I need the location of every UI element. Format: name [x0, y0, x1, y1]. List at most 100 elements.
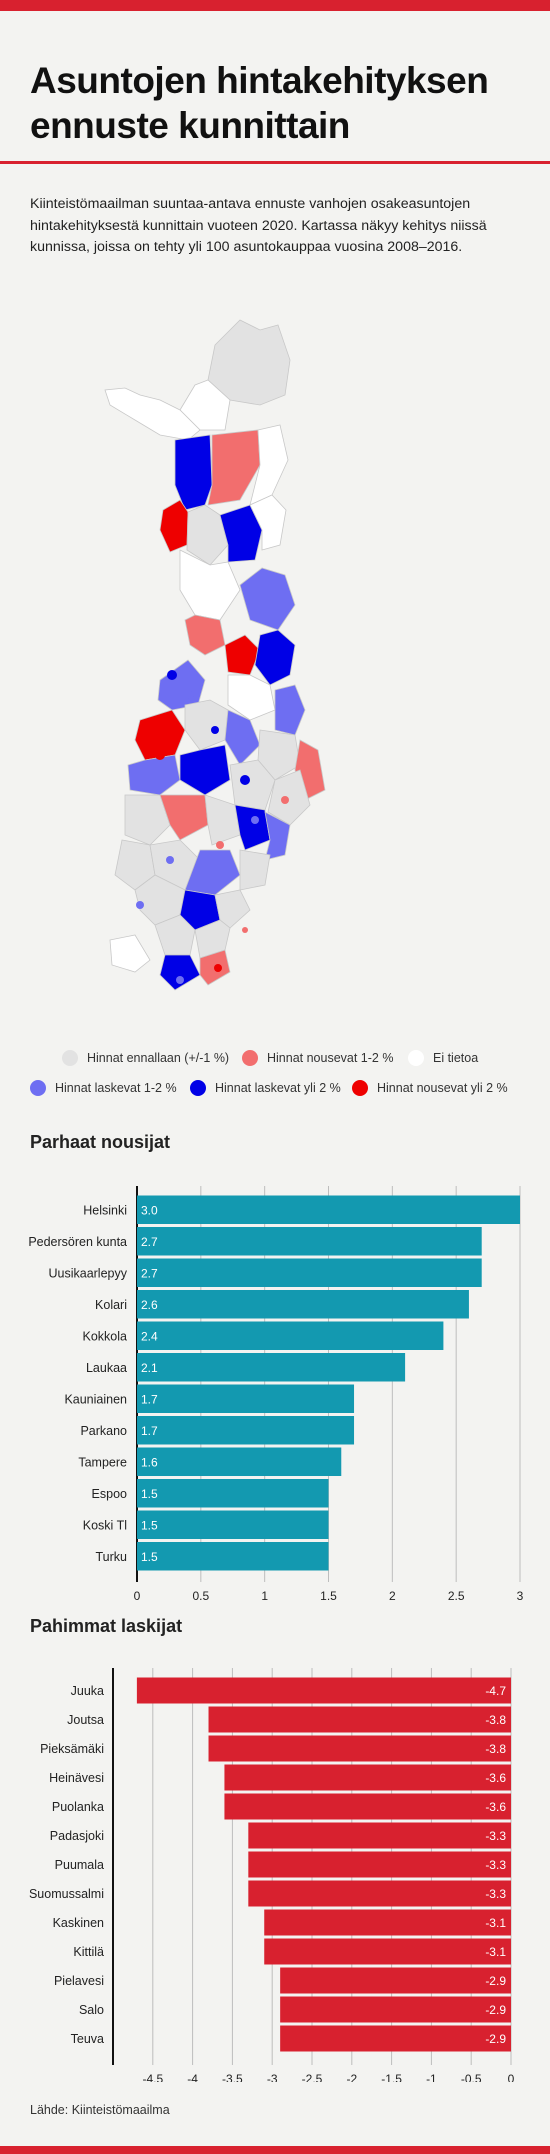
rise-section-title: Parhaat nousijat: [30, 1132, 171, 1152]
bar: [264, 1938, 511, 1965]
map-region: [109, 934, 151, 973]
tick-label: 0.5: [192, 1589, 209, 1600]
category-label: Parkano: [80, 1424, 127, 1438]
bar: [137, 1195, 520, 1224]
map-region: [264, 811, 291, 861]
category-label: Juuka: [71, 1684, 104, 1698]
category-label: Suomussalmi: [29, 1887, 104, 1901]
legend-label: Hinnat ennallaan (+/-1 %): [87, 1051, 230, 1065]
data-label: 1.5: [141, 1518, 158, 1532]
tick-label: 2: [389, 1589, 396, 1600]
legend-item-stable: Hinnat ennallaan (+/-1 %): [62, 1050, 229, 1066]
map-region: [159, 499, 189, 553]
data-label: -3.8: [485, 1742, 506, 1756]
data-label: -3.3: [485, 1887, 506, 1901]
bar: [136, 1677, 511, 1704]
category-label: Puumala: [55, 1858, 104, 1872]
legend-item-rise-1-2: Hinnat nousevat 1-2 %: [242, 1050, 393, 1066]
map-region: [239, 849, 271, 891]
data-label: -2.9: [485, 2032, 506, 2046]
title-line-1: Asuntojen hintakehityksen: [30, 60, 489, 101]
map-region: [154, 914, 196, 956]
tick-label: -3.5: [222, 2072, 243, 2082]
map-region: [174, 434, 213, 511]
title-divider: [0, 161, 550, 164]
legend-label: Hinnat laskevat 1-2 %: [55, 1081, 177, 1095]
map-region: [124, 794, 171, 846]
category-label: Kittilä: [73, 1945, 104, 1959]
category-label: Puolanka: [52, 1800, 104, 1814]
category-label: Laukaa: [86, 1361, 127, 1375]
legend-item-rise-over-2: Hinnat nousevat yli 2 %: [352, 1080, 508, 1096]
map-region: [224, 634, 261, 676]
legend-swatch: [62, 1050, 78, 1066]
legend-swatch: [242, 1050, 258, 1066]
bottom-accent-bar: [0, 2146, 550, 2154]
tick-label: 2.5: [448, 1589, 465, 1600]
bar: [264, 1909, 511, 1936]
bar: [137, 1353, 406, 1382]
tick-label: 1.5: [320, 1589, 337, 1600]
bar: [137, 1542, 329, 1571]
category-label: Kauniainen: [64, 1392, 127, 1406]
map-region: [249, 494, 287, 551]
tick-label: -2.5: [302, 2072, 323, 2082]
map-region: [127, 754, 181, 796]
legend-label: Hinnat nousevat yli 2 %: [377, 1081, 508, 1095]
category-label: Joutsa: [67, 1713, 104, 1727]
map-region: [184, 849, 241, 896]
bar: [208, 1706, 511, 1733]
bar: [137, 1258, 482, 1287]
tick-label: 0: [508, 2072, 515, 2082]
legend-item-no-data: Ei tietoa: [408, 1050, 478, 1066]
data-label: 1.7: [141, 1424, 158, 1438]
data-label: -4.7: [485, 1684, 506, 1698]
map-region: [159, 794, 209, 841]
legend-swatch: [408, 1050, 424, 1066]
map-region: [184, 699, 229, 751]
bar: [224, 1793, 511, 1820]
map-region: [239, 567, 296, 631]
data-label: -2.9: [485, 1974, 506, 1988]
tick-label: -4: [187, 2072, 198, 2082]
category-label: Kolari: [95, 1298, 127, 1312]
top-accent-bar: [0, 0, 550, 11]
category-label: Helsinki: [83, 1203, 127, 1217]
bar: [137, 1510, 329, 1539]
map-legend: Hinnat ennallaan (+/-1 %) Hinnat nouseva…: [0, 1044, 550, 1104]
category-label: Salo: [79, 2003, 104, 2017]
tick-label: -2: [346, 2072, 357, 2082]
bar: [280, 1967, 511, 1994]
data-label: -3.6: [485, 1800, 506, 1814]
tick-label: 1: [261, 1589, 268, 1600]
tick-label: -3: [267, 2072, 278, 2082]
category-label: Pedersören kunta: [28, 1235, 127, 1249]
tick-label: -1.5: [381, 2072, 402, 2082]
category-label: Koski Tl: [83, 1518, 127, 1532]
category-label: Turku: [96, 1550, 128, 1564]
category-label: Tampere: [78, 1455, 127, 1469]
map-region: [254, 629, 296, 686]
bar: [280, 2025, 511, 2052]
data-label: -3.3: [485, 1858, 506, 1872]
bar: [137, 1227, 482, 1256]
data-label: 1.5: [141, 1487, 158, 1501]
map-region: [257, 729, 301, 781]
fall-chart: -4.5 -4 -3.5 -3 -2.5 -2 -1.5 -1 -0.5 0 Juuka -4.7 Jo…: [0, 1662, 550, 2082]
legend-label: Hinnat nousevat 1-2 %: [267, 1051, 394, 1065]
legend-swatch: [190, 1080, 206, 1096]
data-label: 1.7: [141, 1392, 158, 1406]
data-label: -3.3: [485, 1829, 506, 1843]
data-label: 2.7: [141, 1235, 158, 1249]
source-note: Lähde: Kiinteistömaailma: [30, 2103, 170, 2117]
intro-text: Kiinteistömaailman suuntaa-antava ennust…: [30, 196, 487, 255]
data-label: 2.6: [141, 1298, 158, 1312]
tick-label: -4.5: [142, 2072, 163, 2082]
category-label: Uusikaarlepyy: [48, 1266, 127, 1280]
fall-section-title: Pahimmat laskijat: [30, 1616, 183, 1636]
map-region: [274, 684, 306, 736]
category-label: Pieksämäki: [40, 1742, 104, 1756]
bar: [248, 1851, 511, 1878]
data-label: 3.0: [141, 1203, 158, 1217]
legend-label: Hinnat laskevat yli 2 %: [215, 1081, 341, 1095]
